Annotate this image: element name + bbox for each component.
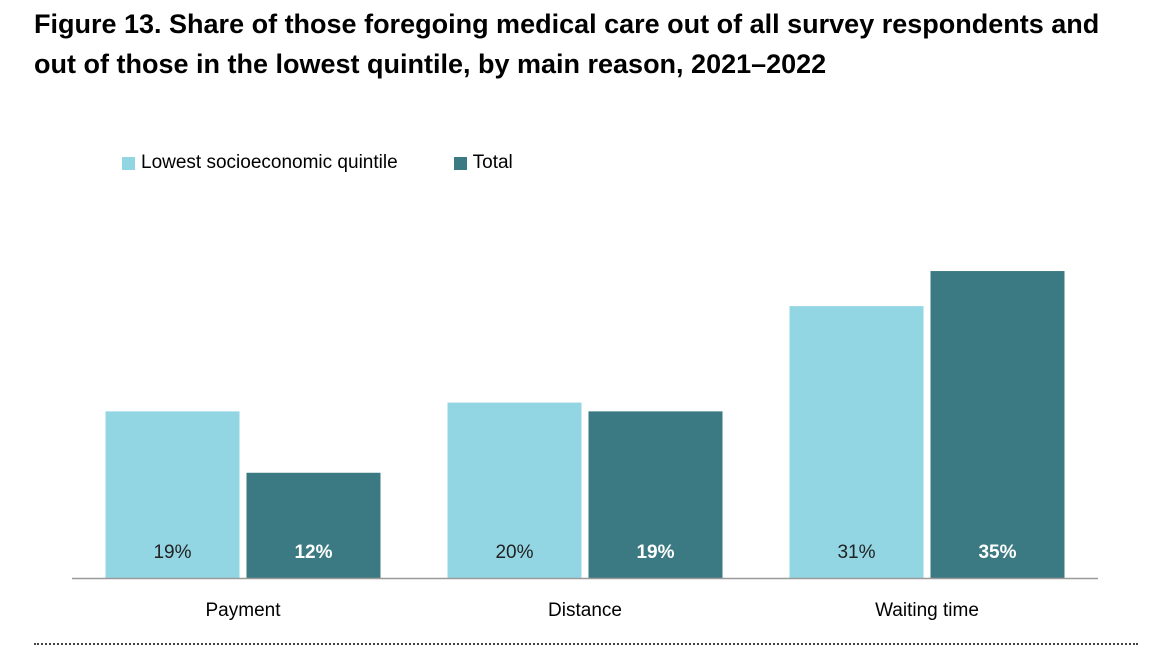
chart-title: Figure 13. Share of those foregoing medi… xyxy=(34,9,1100,79)
x-tick-label-waiting-time: Waiting time xyxy=(875,600,979,621)
data-label-lowest-quintile-payment: 19% xyxy=(153,542,191,563)
data-label-lowest-quintile-waiting-time: 31% xyxy=(837,542,875,563)
data-label-total-waiting-time: 35% xyxy=(978,542,1016,563)
legend-swatch-total xyxy=(453,156,467,170)
x-tick-label-distance: Distance xyxy=(548,600,622,621)
bar-lowest-quintile-waiting-time xyxy=(789,306,924,578)
data-label-lowest-quintile-distance: 20% xyxy=(495,542,533,563)
bar-total-payment xyxy=(246,472,381,578)
bar-total-distance xyxy=(588,411,723,578)
legend-item-total: Total xyxy=(453,152,513,174)
bar-total-waiting-time xyxy=(930,271,1065,578)
data-label-total-payment: 12% xyxy=(294,542,332,563)
footer-dotted-rule xyxy=(34,643,1138,645)
bar-lowest-quintile-payment xyxy=(105,411,240,578)
legend-item-lowest-quintile: Lowest socioeconomic quintile xyxy=(122,152,398,174)
bar-lowest-quintile-distance xyxy=(447,402,582,578)
legend-label-lowest-quintile: Lowest socioeconomic quintile xyxy=(141,152,398,173)
x-tick-label-payment: Payment xyxy=(206,600,282,621)
chart-legend: Lowest socioeconomic quintile Total xyxy=(122,152,569,174)
data-label-total-distance: 19% xyxy=(636,542,674,563)
legend-swatch-lowest-quintile xyxy=(122,156,135,170)
legend-label-total: Total xyxy=(472,152,513,173)
